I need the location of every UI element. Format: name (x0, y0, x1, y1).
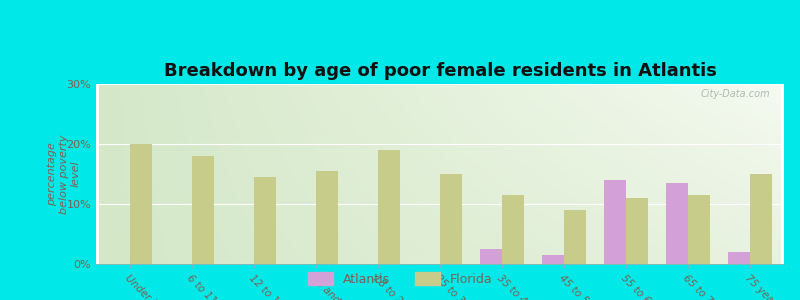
Legend: Atlantis, Florida: Atlantis, Florida (302, 267, 498, 291)
Bar (750, 174, 772, 264)
Bar (564, 210, 586, 264)
Bar (604, 180, 626, 264)
Bar (542, 255, 564, 264)
Bar (254, 177, 276, 264)
Bar (440, 174, 462, 264)
Bar (378, 150, 400, 264)
Bar (626, 198, 648, 264)
Bar (316, 171, 338, 264)
Bar (666, 183, 688, 264)
Bar (728, 252, 750, 264)
Bar (502, 195, 524, 264)
Bar (192, 156, 214, 264)
Text: City-Data.com: City-Data.com (701, 89, 770, 99)
Bar (688, 195, 710, 264)
Bar (130, 144, 152, 264)
Y-axis label: percentage
below poverty
level: percentage below poverty level (47, 134, 80, 214)
Bar (480, 249, 502, 264)
Title: Breakdown by age of poor female residents in Atlantis: Breakdown by age of poor female resident… (163, 62, 717, 80)
